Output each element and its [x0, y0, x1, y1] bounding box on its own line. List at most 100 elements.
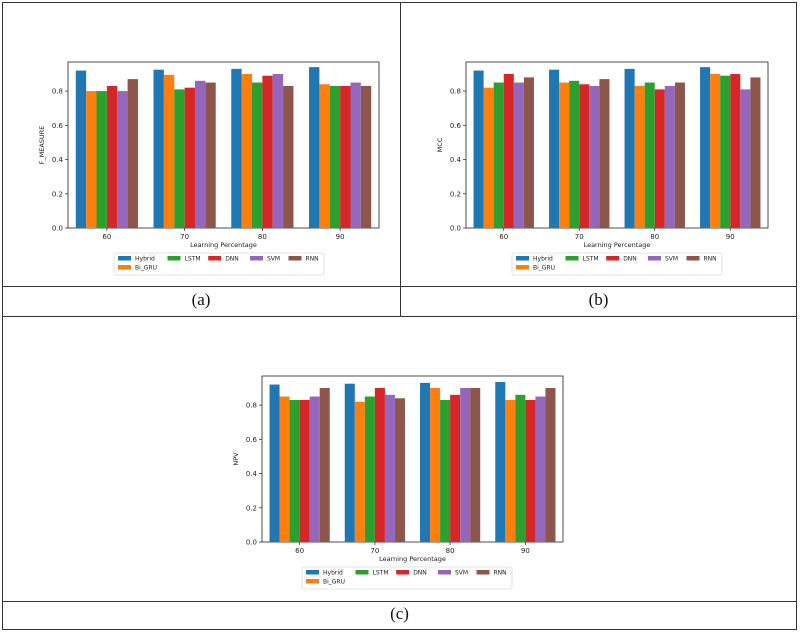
- chart-c-bar-svm-80: [460, 387, 471, 542]
- chart-a-xtick-label: 60: [102, 233, 111, 241]
- chart-a-bar-lstm-80: [252, 82, 263, 229]
- chart-c-legend-label-rnn: RNN: [494, 570, 507, 577]
- chart-b-bar-rnn-80: [674, 82, 685, 229]
- chart-b-bar-bi_gru-80: [634, 85, 645, 228]
- chart-b-bar-rnn-70: [599, 79, 610, 228]
- chart-a-bar-dnn-90: [340, 85, 351, 228]
- chart-c-bar-lstm-60: [289, 399, 300, 542]
- chart-c-xtick-label: 80: [446, 547, 455, 555]
- chart-a-legend-label-dnn: DNN: [225, 256, 239, 263]
- chart-a-bar-rnn-70: [205, 82, 216, 229]
- chart-b-bar-svm-90: [740, 89, 751, 229]
- chart-a-legend-label-svm: SVM: [267, 256, 280, 263]
- chart-a-bar-hybrid-80: [231, 68, 242, 228]
- chart-c-bar-dnn-70: [374, 387, 385, 542]
- chart-b-bar-bi_gru-70: [559, 82, 570, 229]
- chart-b-bar-dnn-90: [730, 73, 741, 229]
- chart-c-bar-bi_gru-80: [430, 387, 441, 542]
- chart-a-legend-label-rnn: RNN: [306, 256, 319, 263]
- chart-a-plot-frame: [67, 61, 380, 229]
- chart-a-legend-swatch-bi_gru: [118, 265, 131, 270]
- chart-b-bar-bi_gru-60: [483, 87, 494, 228]
- chart-a-legend-swatch-svm: [250, 256, 263, 261]
- caption-b: (b): [588, 290, 609, 309]
- chart-c-bar-bi_gru-70: [354, 401, 365, 542]
- chart-b-legend-label-lstm: LSTM: [583, 256, 599, 263]
- chart-c-bar-rnn-60: [319, 387, 330, 542]
- chart-c-bar-lstm-70: [364, 396, 375, 542]
- chart-a-ytick-label: 0.8: [52, 88, 63, 96]
- chart-a-legend-box: [113, 252, 325, 276]
- chart-a-bar-dnn-60: [106, 85, 118, 228]
- chart-b-ytick-label: 0.8: [450, 88, 461, 96]
- chart-b-xlabel: Learning Percentage: [584, 241, 651, 249]
- chart-a-ytick-label: 0.6: [52, 122, 64, 130]
- chart-b-xtick-label: 70: [575, 233, 584, 241]
- chart-c-bar-bi_gru-60: [279, 396, 290, 542]
- chart-c-bar-rnn-70: [394, 398, 405, 542]
- chart-c-bar-lstm-80: [440, 399, 451, 542]
- chart-c-ytick-label: 0.4: [246, 470, 258, 478]
- chart-a-bar-hybrid-60: [75, 70, 87, 228]
- chart-a-bar-bi_gru-70: [163, 74, 175, 228]
- chart-b-bar-svm-80: [664, 85, 675, 228]
- chart-a-xtick-label: 70: [180, 233, 189, 241]
- chart-a-bar-lstm-70: [174, 89, 185, 229]
- chart-c-legend-swatch-rnn: [476, 570, 490, 575]
- divider-vertical: [400, 2, 401, 316]
- chart-b-bar-hybrid-80: [624, 68, 635, 228]
- chart-a-ytick-label: 0.2: [52, 190, 63, 198]
- chart-b-legend-swatch-rnn: [686, 256, 700, 261]
- chart-b-legend-label-svm: SVM: [665, 256, 678, 263]
- chart-a-bar-rnn-80: [283, 85, 294, 228]
- chart-c-ytick-label: 0.0: [246, 539, 257, 547]
- chart-b-legend-swatch-hybrid: [516, 256, 529, 261]
- chart-a-xtick-label: 80: [258, 233, 267, 241]
- chart-a-bar-lstm-60: [96, 91, 107, 229]
- chart-c-bar-dnn-60: [299, 399, 310, 542]
- chart-a-legend-swatch-hybrid: [118, 256, 131, 261]
- chart-b-legend-label-bi_gru: Bi_GRU: [533, 265, 555, 272]
- chart-c-bar-svm-70: [384, 394, 395, 542]
- chart-a-bar-svm-60: [117, 91, 128, 229]
- caption-a: (a): [191, 290, 211, 309]
- chart-b-legend-swatch-lstm: [565, 256, 579, 261]
- chart-c-legend-swatch-bi_gru: [306, 579, 319, 584]
- chart-b-bar-svm-60: [513, 82, 524, 229]
- chart-c-ytick-label: 0.8: [246, 402, 257, 410]
- divider-caption-top: [2, 286, 797, 287]
- chart-c-bar-bi_gru-90: [505, 399, 516, 542]
- chart-b-ytick-label: 0.2: [450, 190, 461, 198]
- chart-b-bar-svm-70: [589, 85, 600, 228]
- chart-a-legend-label-hybrid: Hybrid: [135, 256, 155, 263]
- chart-c-legend-label-svm: SVM: [455, 570, 468, 577]
- chart-a-bar-lstm-90: [329, 85, 341, 228]
- chart-a-bar-svm-80: [272, 73, 284, 229]
- chart-c-xtick-label: 90: [521, 547, 530, 555]
- chart-b-legend-box: [511, 252, 723, 276]
- chart-b-legend-label-hybrid: Hybrid: [533, 256, 553, 263]
- chart-b-plot-frame: [465, 61, 769, 229]
- chart-b-bar-dnn-80: [654, 89, 665, 229]
- chart-b-legend-swatch-dnn: [606, 256, 620, 261]
- chart-a-bar-svm-90: [350, 82, 361, 229]
- chart-c-bar-hybrid-80: [420, 382, 431, 542]
- chart-c-ylabel: NPV: [232, 452, 240, 466]
- chart-b-legend-swatch-svm: [648, 256, 661, 261]
- chart-a-bar-rnn-60: [127, 79, 138, 228]
- caption-c: (c): [390, 604, 409, 623]
- chart-b-bar-hybrid-70: [549, 69, 560, 228]
- chart-c-legend-label-dnn: DNN: [413, 570, 427, 577]
- chart-a-bar-rnn-90: [360, 85, 372, 228]
- chart-b-bar-bi_gru-90: [710, 73, 721, 229]
- chart-a-bar-bi_gru-90: [319, 84, 330, 228]
- chart-c-ytick-label: 0.2: [246, 504, 257, 512]
- chart-c-legend-label-lstm: LSTM: [373, 570, 389, 577]
- chart-c-bar-lstm-90: [515, 394, 526, 542]
- chart-c-plot-frame: [261, 375, 564, 543]
- chart-b-ylabel: MCC: [436, 137, 444, 152]
- chart-a-ylabel: F_MEASURE: [38, 126, 46, 165]
- chart-b-xtick-label: 90: [726, 233, 735, 241]
- chart-b-bar-rnn-90: [750, 77, 761, 228]
- chart-a-bar-bi_gru-60: [86, 91, 97, 229]
